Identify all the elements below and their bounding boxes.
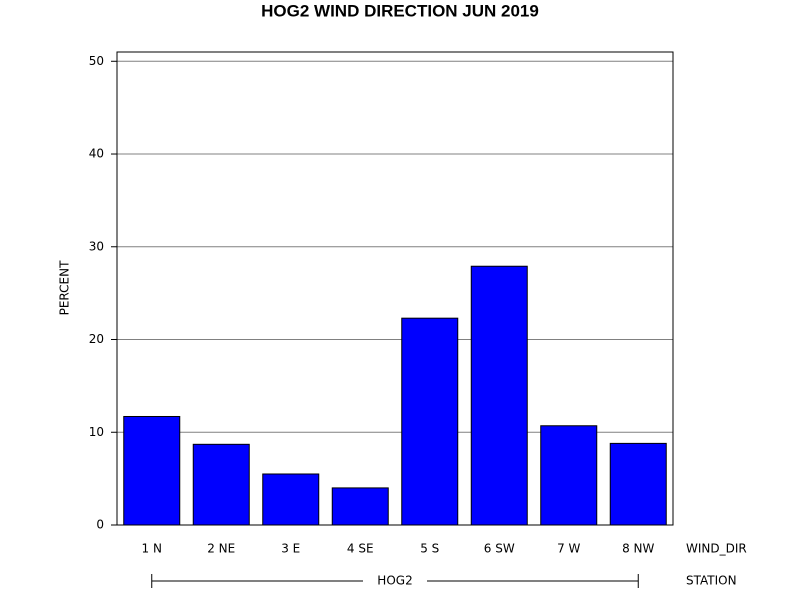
x-tick-label: 4 SE (347, 542, 374, 556)
x-tick-label: 8 NW (622, 542, 654, 556)
x-tick-label: 5 S (420, 542, 439, 556)
bar (123, 415, 181, 526)
bar (401, 317, 459, 526)
y-tick-label: 10 (89, 425, 104, 439)
bar (331, 487, 389, 526)
group-axis-label: STATION (686, 574, 737, 588)
y-tick-label: 50 (89, 54, 104, 68)
bar (262, 473, 320, 526)
x-tick-label: 2 NE (207, 542, 235, 556)
x-tick-label: 1 N (142, 542, 162, 556)
y-axis-label: PERCENT (58, 260, 72, 315)
bar (540, 425, 598, 526)
x-tick-label: 3 E (281, 542, 300, 556)
y-tick-label: 40 (89, 147, 104, 161)
chart-title: HOG2 WIND DIRECTION JUN 2019 (261, 1, 539, 20)
x-tick-label: 6 SW (484, 542, 515, 556)
x-axis-label: WIND_DIR (686, 542, 747, 556)
y-tick-label: 30 (89, 239, 104, 253)
y-tick-label: 20 (89, 332, 104, 346)
bar (609, 442, 667, 526)
x-tick-label: 7 W (557, 542, 580, 556)
bar (470, 265, 528, 526)
plot-frame (116, 51, 674, 526)
bar (192, 443, 250, 526)
y-tick-label: 0 (96, 518, 104, 532)
group-label: HOG2 (377, 574, 412, 588)
